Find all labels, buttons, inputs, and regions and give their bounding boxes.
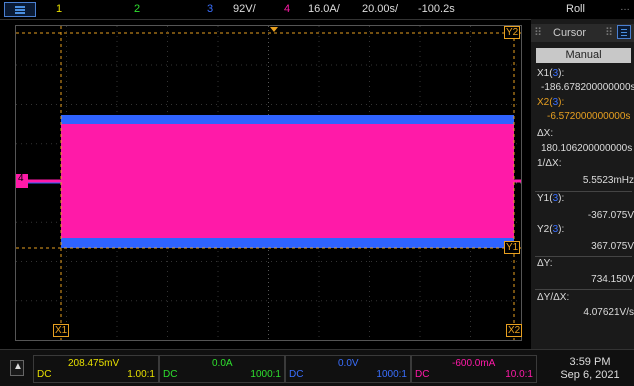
ch4-coupling: DC — [415, 369, 430, 380]
timebase[interactable]: 20.00s/ — [362, 3, 399, 15]
ch2-value: 0.0A — [212, 358, 233, 369]
ch4-value: -600.0mA — [452, 358, 496, 369]
cursor-mode-button[interactable]: Manual — [536, 48, 631, 63]
panel-menu-button[interactable] — [617, 25, 631, 39]
ch3-scale[interactable]: 92V/ — [233, 3, 256, 15]
ch1-coupling: DC — [37, 369, 52, 380]
dy-value: 734.150V — [591, 274, 634, 285]
ch4-scale[interactable]: 16.0A/ — [308, 3, 340, 15]
ch1-label[interactable]: 1 — [56, 3, 63, 15]
arrow-up-icon: ▲ — [13, 361, 23, 372]
ch4-ground-marker[interactable] — [16, 174, 28, 188]
dx-value: 180.106200000000s — [541, 143, 633, 154]
ch4-trace — [61, 124, 514, 238]
ch1-value: 208.475mV — [68, 358, 120, 369]
cursor-x2-tag[interactable]: X2 — [506, 324, 523, 337]
ch1-probe: 1.00:1 — [127, 369, 155, 380]
x1-label: X1(3): — [537, 68, 565, 79]
ch3-probe: 1000:1 — [376, 369, 407, 380]
cursor-panel: ⠿ Cursor ⠿ Manual X1(3): -186.6782000000… — [531, 19, 634, 349]
cursor-y2-tag[interactable]: Y2 — [504, 26, 521, 39]
ch1-status[interactable]: 208.475mV DC 1.00:1 — [33, 355, 159, 383]
ch3-status[interactable]: 0.0V DC 1000:1 — [285, 355, 411, 383]
dy-label: ΔY: — [537, 258, 553, 269]
ch2-probe: 1000:1 — [250, 369, 281, 380]
inv-dx-value: 5.5523mHz — [582, 175, 634, 186]
clock: 3:59 PM Sep 6, 2021 — [549, 356, 631, 382]
delay[interactable]: -100.2s — [418, 3, 455, 15]
y2-value[interactable]: 367.075V — [591, 241, 634, 252]
expand-button[interactable]: ▲ — [10, 360, 24, 376]
cursor-panel-header: ⠿ Cursor ⠿ — [531, 24, 634, 42]
ch3-coupling: DC — [289, 369, 304, 380]
menu-icon — [15, 6, 25, 8]
ch2-label[interactable]: 2 — [134, 3, 141, 15]
waveform-display[interactable]: 4 X1 X2 Y2 Y1 — [15, 25, 523, 341]
dydx-label: ΔY/ΔX: — [537, 292, 570, 303]
clock-date: Sep 6, 2021 — [560, 369, 620, 381]
acquisition-mode[interactable]: Roll — [566, 3, 585, 15]
ch4-label[interactable]: 4 — [284, 3, 291, 15]
drag-handle-icon[interactable]: ⠿ — [534, 27, 543, 39]
y1-value[interactable]: -367.075V — [587, 210, 634, 221]
ch3-label[interactable]: 3 — [207, 3, 214, 15]
drag-handle-icon[interactable]: ⠿ — [605, 27, 614, 39]
main-menu-button[interactable] — [4, 2, 36, 17]
channel-status-bar: ▲ 208.475mV DC 1.00:1 0.0A DC 1000:1 0.0… — [0, 349, 634, 386]
dydx-value: 4.07621V/s — [583, 307, 634, 318]
panel-title: Cursor — [553, 27, 587, 39]
ch2-status[interactable]: 0.0A DC 1000:1 — [159, 355, 285, 383]
cursor-x1-tag[interactable]: X1 — [53, 324, 70, 337]
ch4-status[interactable]: -600.0mA DC 10.0:1 — [411, 355, 537, 383]
y1-label: Y1(3): — [537, 193, 565, 204]
ch3-value: 0.0V — [338, 358, 359, 369]
graticule — [16, 26, 521, 340]
x2-label: X2(3): — [537, 97, 565, 108]
overflow-icon[interactable]: … — [620, 2, 630, 13]
dx-label: ΔX: — [537, 128, 554, 139]
inv-dx-label: 1/ΔX: — [537, 158, 562, 169]
x1-value[interactable]: -186.678200000000s — [541, 82, 634, 93]
cursor-y1-tag[interactable]: Y1 — [504, 241, 521, 254]
clock-time: 3:59 PM — [569, 356, 611, 368]
ch2-coupling: DC — [163, 369, 178, 380]
trigger-marker[interactable] — [270, 27, 278, 32]
ch4-probe: 10.0:1 — [505, 369, 533, 380]
top-status-bar: 1 2 3 92V/ 4 16.0A/ 20.00s/ -100.2s Roll… — [0, 0, 634, 20]
x2-value[interactable]: -6.572000000000s — [547, 111, 631, 122]
ch4-marker-label: 4 — [18, 173, 24, 184]
y2-label: Y2(3): — [537, 224, 565, 235]
